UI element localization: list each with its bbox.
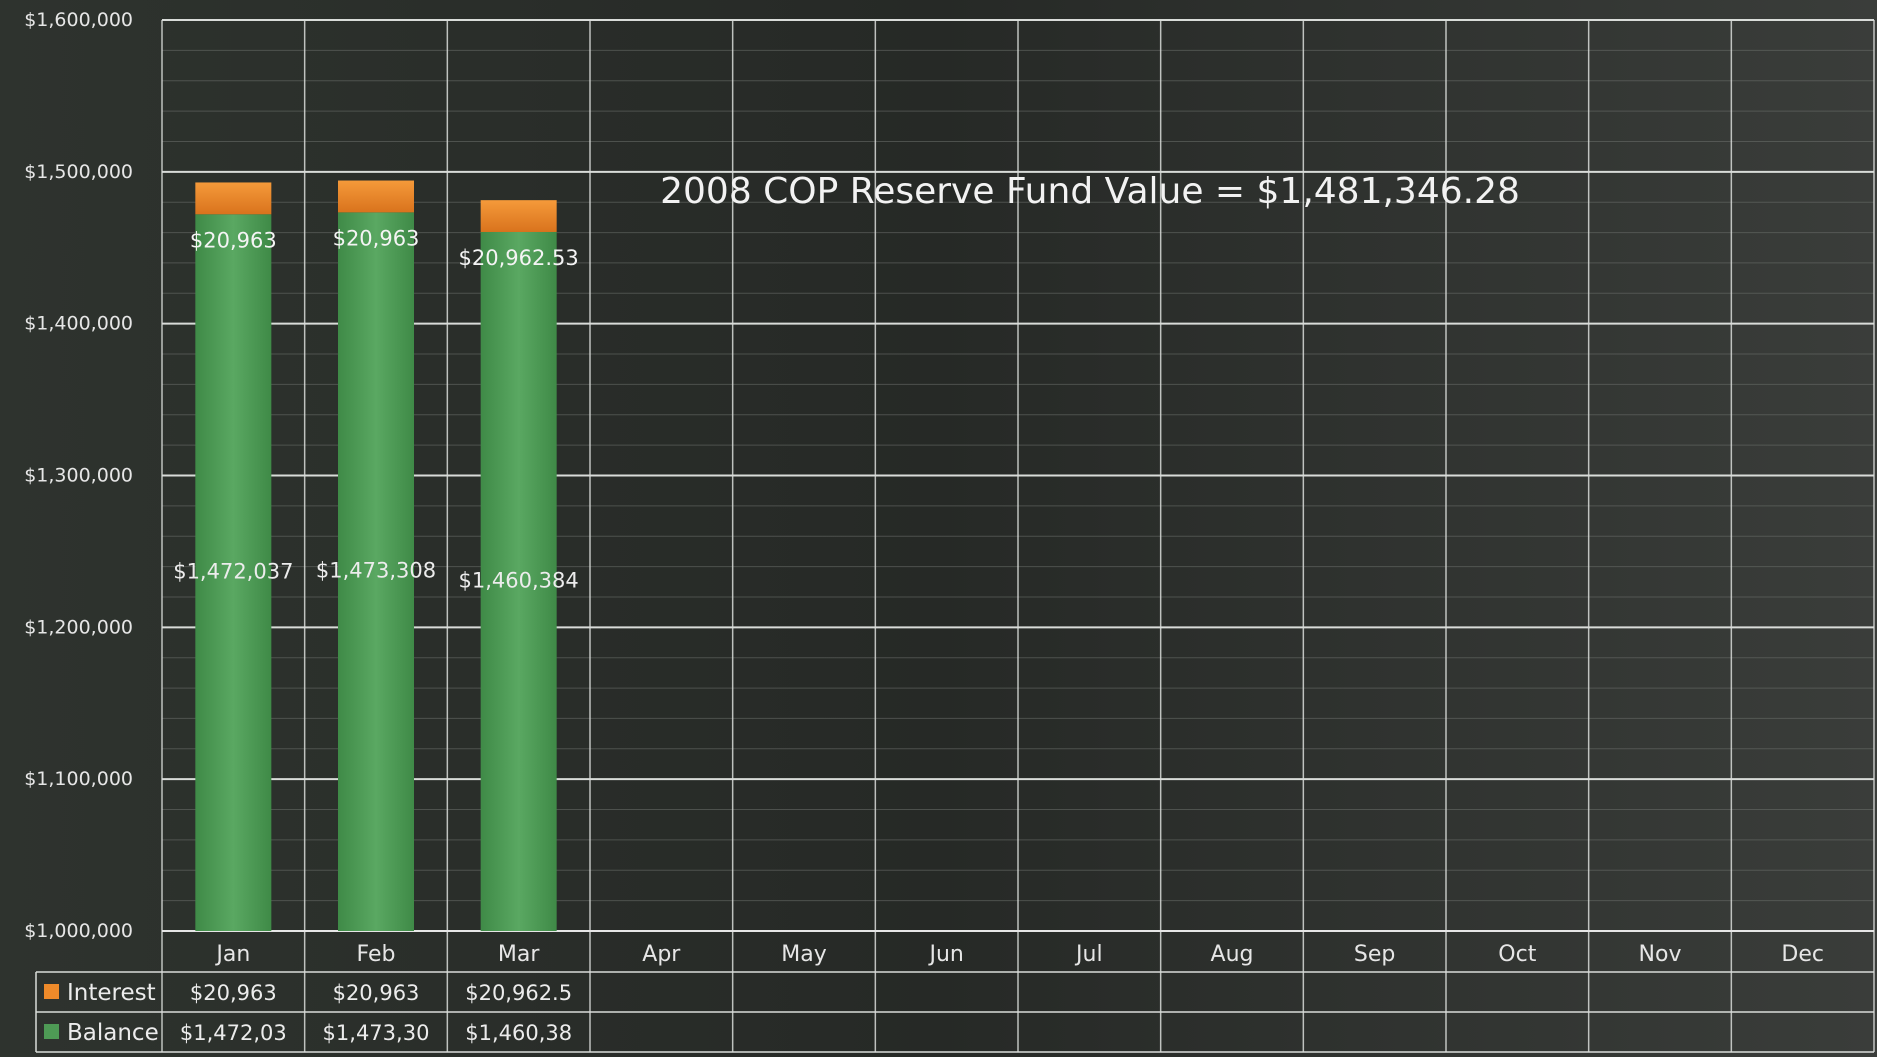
table-cell: $20,962.5: [465, 981, 572, 1005]
y-tick-label: $1,000,000: [24, 920, 133, 942]
bar-interest-mar: [480, 200, 557, 232]
legend-label-balance: Balance: [67, 1020, 159, 1046]
x-tick-label: Jul: [1074, 942, 1103, 967]
table-cell: $20,963: [333, 981, 420, 1005]
bar-balance-feb: [338, 212, 414, 931]
x-tick-label: May: [781, 942, 826, 967]
data-label-interest: $20,962.53: [459, 246, 579, 270]
legend-label-interest: Interest: [67, 980, 156, 1006]
data-label-balance: $1,460,384: [459, 568, 579, 592]
y-tick-label: $1,400,000: [24, 313, 133, 335]
bar-balance-jan: [195, 214, 272, 932]
data-label-interest: $20,963: [190, 228, 277, 252]
table-cell: $1,472,03: [180, 1021, 287, 1045]
data-table: Interest $20,963 $20,963 $20,962.5 Balance $1…: [35, 971, 1874, 1053]
x-tick-label: Mar: [498, 942, 540, 967]
legend-swatch-interest: [44, 984, 59, 999]
data-label-balance: $1,472,037: [173, 560, 293, 584]
y-tick-label: $1,200,000: [24, 616, 133, 638]
bars: [195, 180, 557, 932]
bar-data-labels: $1,472,037 $20,963 $1,473,308 $20,963 $1,460…: [173, 226, 579, 592]
x-tick-label: Oct: [1498, 942, 1536, 967]
bar-interest-feb: [338, 180, 414, 213]
x-axis-category-labels: Jan Feb Mar Apr May Jun Jul Aug Sep Oct Nov Dec: [214, 942, 1824, 967]
data-label-balance: $1,473,308: [316, 559, 436, 583]
data-label-interest: $20,963: [333, 226, 420, 250]
y-tick-label: $1,600,000: [24, 9, 133, 31]
category-gridlines: [161, 20, 1875, 1052]
x-tick-label: Apr: [642, 942, 681, 967]
x-tick-label: Feb: [357, 942, 396, 967]
y-axis-tick-labels: $1,000,000 $1,100,000 $1,200,000 $1,300,000…: [24, 9, 133, 942]
x-tick-label: Sep: [1354, 942, 1395, 967]
y-tick-label: $1,500,000: [24, 161, 133, 183]
table-cell: $1,473,30: [323, 1021, 430, 1045]
bar-interest-jan: [195, 182, 272, 215]
y-tick-label: $1,100,000: [24, 768, 133, 790]
x-tick-label: Dec: [1781, 942, 1824, 967]
x-tick-label: Jun: [927, 942, 963, 967]
table-cell: $20,963: [190, 981, 277, 1005]
chart-title: 2008 COP Reserve Fund Value = $1,481,346…: [660, 171, 1520, 212]
x-tick-label: Jan: [214, 942, 250, 967]
x-tick-label: Nov: [1639, 942, 1682, 967]
table-cell: $1,460,38: [465, 1021, 572, 1045]
x-tick-label: Aug: [1211, 942, 1254, 967]
bar-balance-mar: [480, 231, 557, 931]
legend-swatch-balance: [44, 1024, 59, 1039]
y-tick-label: $1,300,000: [24, 465, 133, 487]
